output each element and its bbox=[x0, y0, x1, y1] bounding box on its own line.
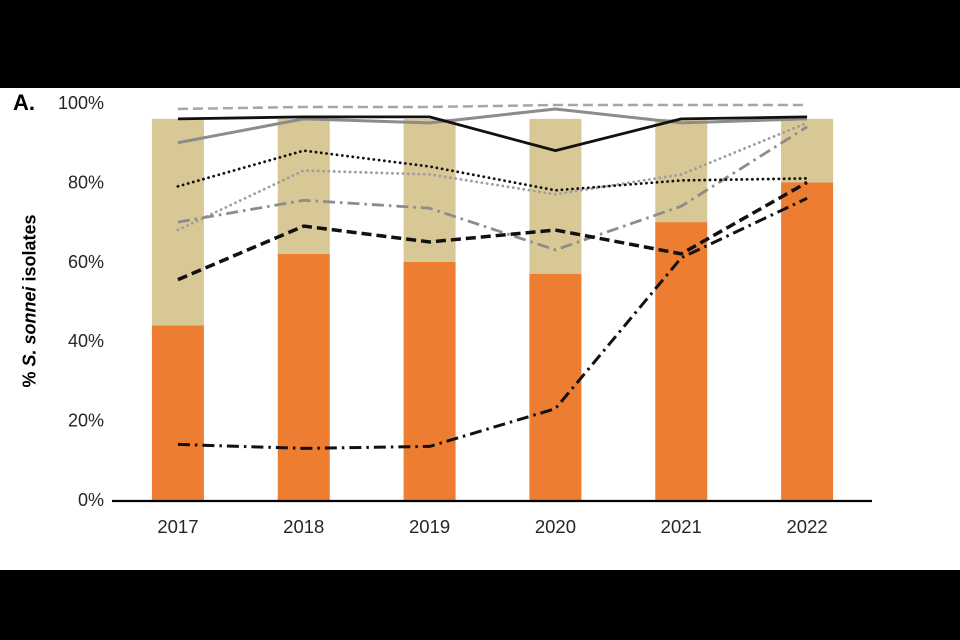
line-gray-long-dashed bbox=[177, 103, 808, 111]
bar-2018-tan bbox=[277, 118, 330, 254]
line-gray-dotted bbox=[176, 121, 809, 232]
x-tick-2019: 2019 bbox=[409, 516, 450, 537]
bar-2021-orange bbox=[655, 222, 708, 500]
x-tick-2020: 2020 bbox=[535, 516, 576, 537]
line-black-solid bbox=[177, 115, 808, 153]
y-tick-80%: 80% bbox=[68, 172, 104, 192]
y-tick-0%: 0% bbox=[78, 490, 104, 510]
line-black-dashdot bbox=[177, 196, 808, 450]
line-black-dashed bbox=[177, 180, 808, 282]
x-tick-2018: 2018 bbox=[283, 516, 324, 537]
line-gray-dashdot bbox=[177, 125, 808, 252]
bar-2019-orange bbox=[403, 261, 456, 500]
bar-2017-orange bbox=[151, 325, 204, 500]
y-tick-20%: 20% bbox=[68, 411, 104, 431]
panel-label: A. bbox=[13, 90, 35, 115]
x-tick-2021: 2021 bbox=[661, 516, 702, 537]
x-tick-2017: 2017 bbox=[157, 516, 198, 537]
x-tick-2022: 2022 bbox=[787, 516, 828, 537]
bar-2022-orange bbox=[781, 182, 834, 500]
bar-2018-orange bbox=[277, 253, 330, 500]
line-gray-solid bbox=[177, 107, 808, 145]
y-tick-60%: 60% bbox=[68, 252, 104, 272]
y-tick-100%: 100% bbox=[58, 93, 104, 113]
y-tick-40%: 40% bbox=[68, 331, 104, 351]
bar-2019-tan bbox=[403, 118, 456, 262]
bar-2020-orange bbox=[529, 273, 582, 500]
